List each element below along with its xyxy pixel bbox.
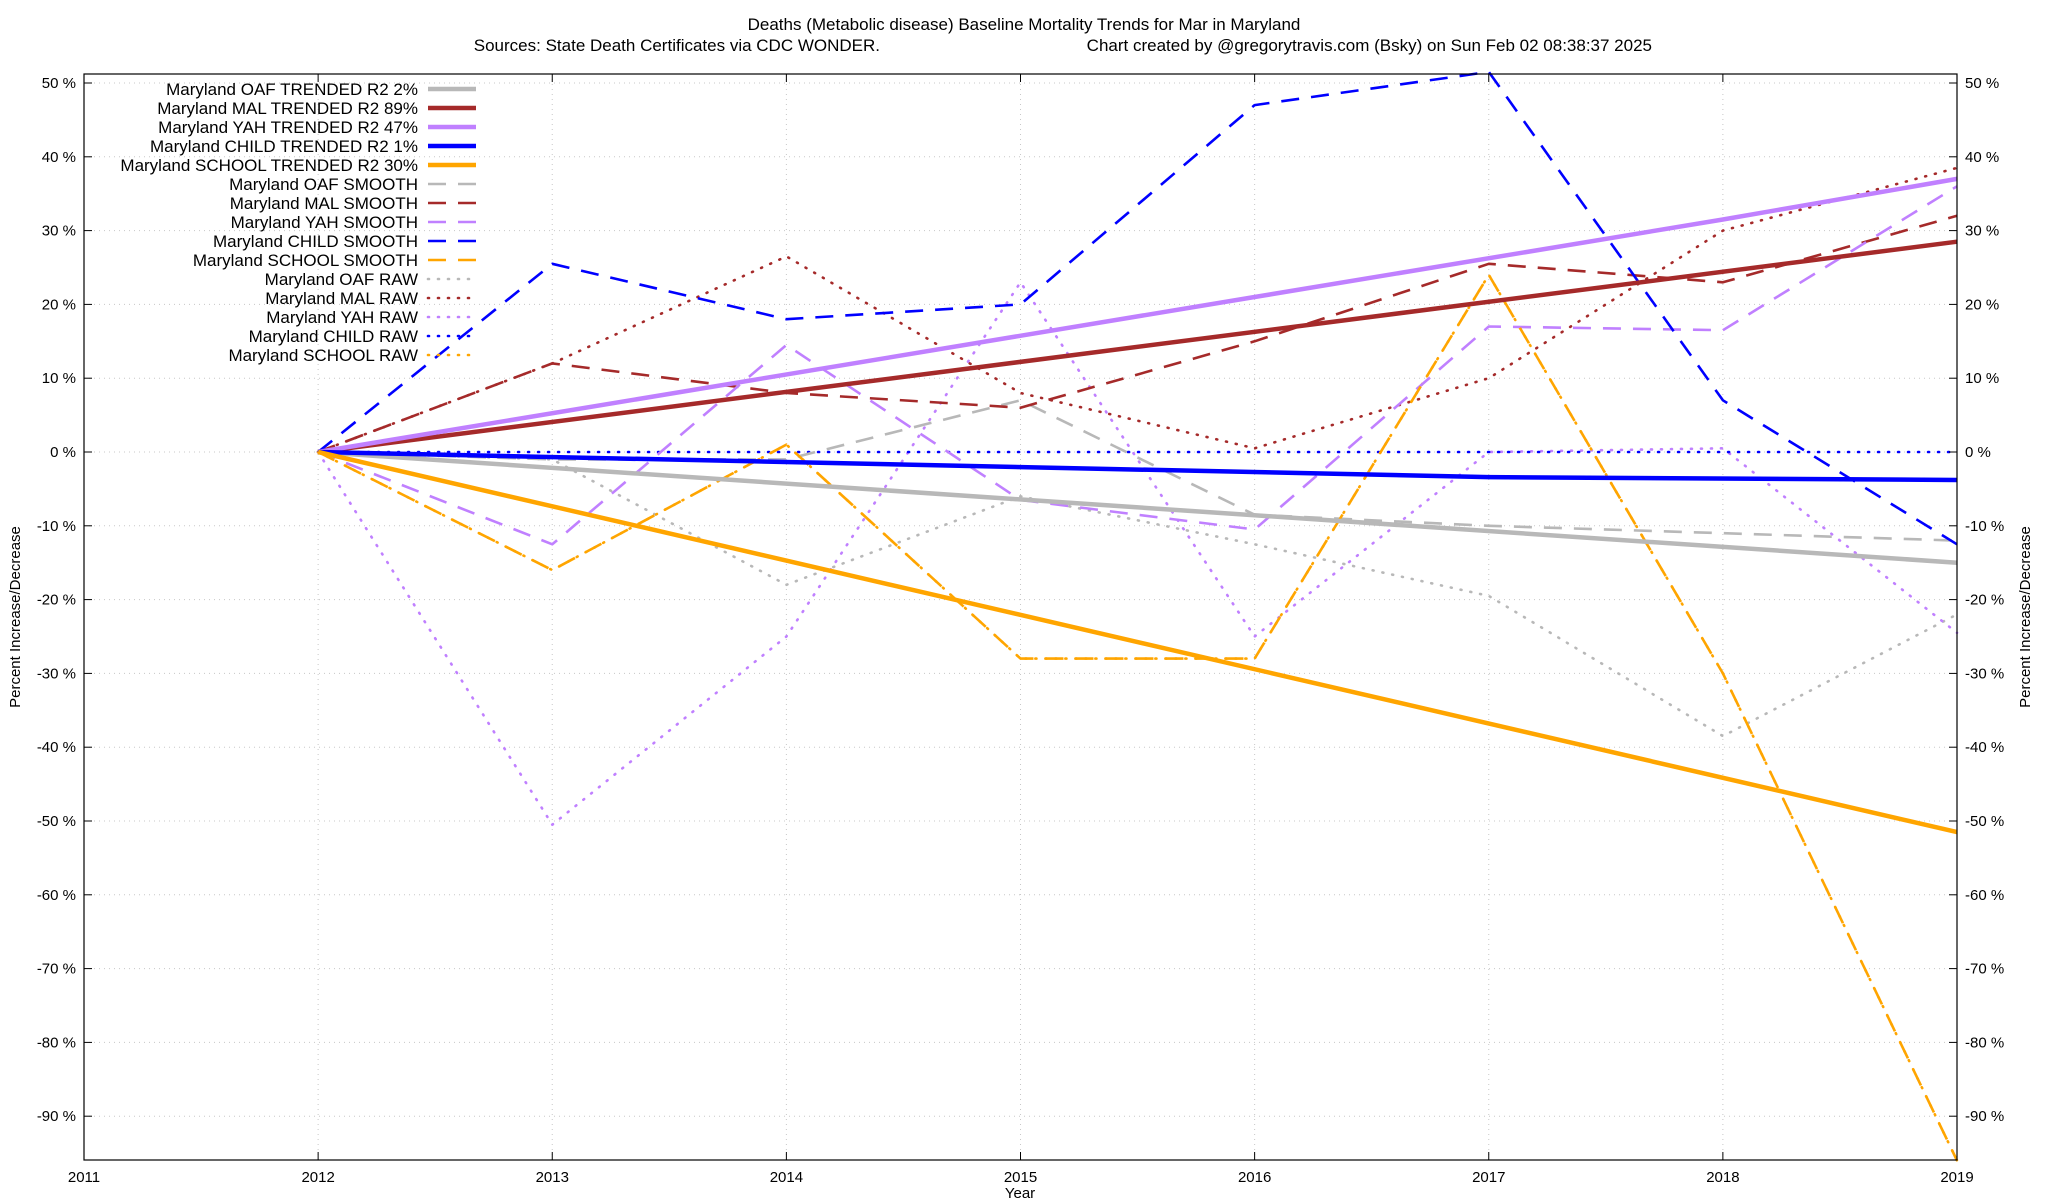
legend-label: Maryland CHILD TRENDED R2 1% <box>150 137 418 156</box>
legend-label: Maryland CHILD SMOOTH <box>213 232 418 251</box>
series-line-solid <box>317 449 1958 565</box>
y-tick-label-right: -80 % <box>1965 1034 2004 1051</box>
chart-source-text: Sources: State Death Certificates via CD… <box>474 36 880 55</box>
y-tick-label-right: 10 % <box>1965 370 1999 387</box>
x-tick-label: 2013 <box>536 1169 569 1186</box>
legend-label: Maryland OAF SMOOTH <box>229 175 418 194</box>
series-line-dashed <box>317 214 1958 454</box>
y-tick-label: 0 % <box>50 444 76 461</box>
y-tick-label: -90 % <box>37 1108 76 1125</box>
y-tick-label-right: 50 % <box>1965 75 1999 92</box>
y-tick-label-right: 30 % <box>1965 223 1999 240</box>
x-tick-label: 2016 <box>1238 1169 1271 1186</box>
y-tick-label: -30 % <box>37 665 76 682</box>
legend-label: Maryland CHILD RAW <box>249 327 418 346</box>
y-tick-label-right: -90 % <box>1965 1108 2004 1125</box>
series-line-dashed <box>317 70 1958 546</box>
x-tick-label: 2011 <box>68 1169 100 1186</box>
y-tick-label-right: -60 % <box>1965 887 2004 904</box>
y-tick-label: 20 % <box>42 296 76 313</box>
series-line-dotted <box>316 166 1959 454</box>
legend-label: Maryland MAL RAW <box>265 289 418 308</box>
legend-label: Maryland SCHOOL RAW <box>228 346 418 365</box>
y-tick-label-right: 0 % <box>1965 444 1991 461</box>
series-line-solid <box>317 176 1958 455</box>
y-tick-label-right: -40 % <box>1965 739 2004 756</box>
series-line-dashed <box>317 185 1958 546</box>
y-tick-label: -80 % <box>37 1034 76 1051</box>
legend-label: Maryland OAF TRENDED R2 2% <box>166 80 418 99</box>
y-tick-label-right: -30 % <box>1965 665 2004 682</box>
y-tick-label: 30 % <box>42 223 76 240</box>
series-line-solid <box>318 449 1958 483</box>
y-tick-label-right: -10 % <box>1965 518 2004 535</box>
chart-credit-text: Chart created by @gregorytravis.com (Bsk… <box>1087 36 1652 55</box>
y-tick-label: 40 % <box>42 149 76 166</box>
x-tick-label: 2012 <box>301 1169 334 1186</box>
x-axis: 2011 2012 2013 2014 2015 2016 2017 2018 2019 <box>68 74 1974 1186</box>
y-tick-label: -70 % <box>37 961 76 978</box>
y-tick-label: 50 % <box>42 75 76 92</box>
y-tick-label: 10 % <box>42 370 76 387</box>
legend-label: Maryland YAH TRENDED R2 47% <box>158 118 418 137</box>
legend-label: Maryland YAH SMOOTH <box>231 213 418 232</box>
y-axis-label-left: Percent Increase/Decrease <box>7 526 24 708</box>
y-tick-label-right: -20 % <box>1965 592 2004 609</box>
y-tick-label-right: -50 % <box>1965 813 2004 830</box>
legend-label: Maryland MAL SMOOTH <box>230 194 418 213</box>
legend-label: Maryland OAF RAW <box>265 270 418 289</box>
y-tick-label: -10 % <box>37 518 76 535</box>
series-line-dashed <box>317 273 1959 1162</box>
legend-label: Maryland SCHOOL SMOOTH <box>193 251 418 270</box>
y-tick-label: -20 % <box>37 592 76 609</box>
y-tick-label-right: -70 % <box>1965 961 2004 978</box>
series-line-solid <box>317 449 1958 835</box>
legend-label: Maryland SCHOOL TRENDED R2 30% <box>120 156 418 175</box>
series-line-solid <box>317 239 1958 455</box>
y-tick-label-right: 20 % <box>1965 296 1999 313</box>
legend-label: Maryland YAH RAW <box>266 308 418 327</box>
y-axis-label-right: Percent Increase/Decrease <box>2017 526 2034 708</box>
series-group <box>316 70 1959 1162</box>
x-axis-label: Year <box>1005 1185 1035 1200</box>
legend-label: Maryland MAL TRENDED R2 89% <box>157 99 418 118</box>
x-tick-label: 2019 <box>1940 1169 1973 1186</box>
series-line-dotted <box>316 450 1959 738</box>
x-tick-label: 2017 <box>1472 1169 1505 1186</box>
x-tick-label: 2014 <box>770 1169 803 1186</box>
chart-title: Deaths (Metabolic disease) Baseline Mort… <box>748 15 1301 34</box>
y-tick-label: -50 % <box>37 813 76 830</box>
y-axis: 50 % 50 % 40 % 40 % 30 % 30 % 20 % 20 % 10 % 10 %… <box>37 75 2004 1125</box>
legend: Maryland OAF TRENDED R2 2%Maryland MAL T… <box>120 80 478 365</box>
series-line-dotted <box>316 280 1959 827</box>
x-tick-label: 2015 <box>1004 1169 1037 1186</box>
y-tick-label: -60 % <box>37 887 76 904</box>
x-tick-label: 2018 <box>1706 1169 1739 1186</box>
y-tick-label: -40 % <box>37 739 76 756</box>
y-tick-label-right: 40 % <box>1965 149 1999 166</box>
